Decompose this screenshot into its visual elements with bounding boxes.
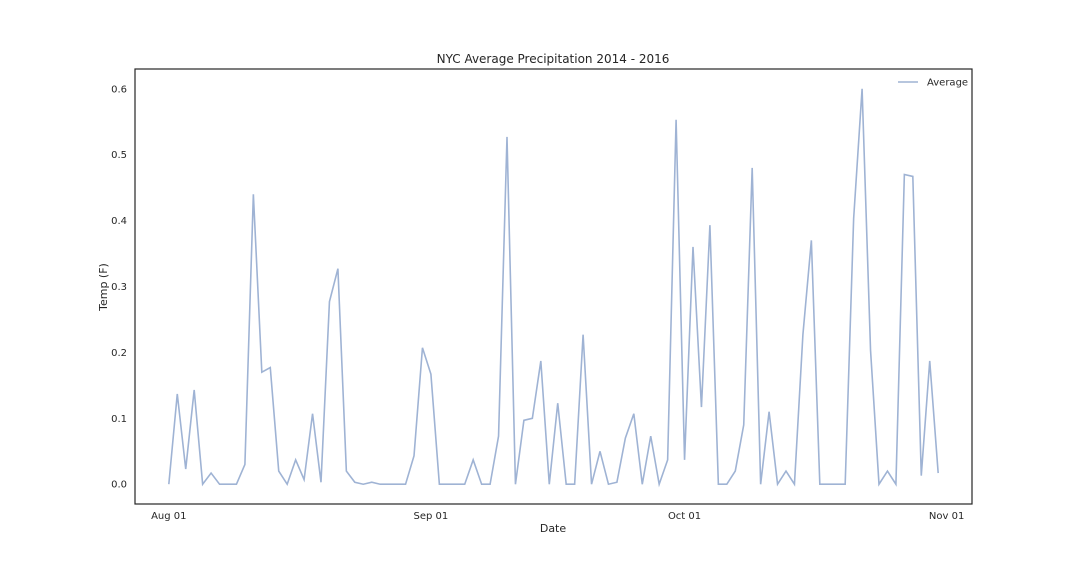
y-tick-label: 0.1 [111,414,127,425]
y-axis-ticks: 0.0 0.1 0.2 0.3 0.4 0.5 0.6 [111,84,127,491]
x-tick-label: Nov 01 [929,511,964,522]
y-tick-label: 0.0 [111,480,127,491]
plot-area [134,68,973,505]
y-tick-label: 0.2 [111,348,127,359]
series-line-average [168,88,939,488]
x-tick-label: Oct 01 [668,511,701,522]
y-tick-label: 0.3 [111,282,127,293]
y-axis-label: Temp (F) [97,263,110,312]
legend-label-average: Average [927,78,968,89]
y-tick-label: 0.6 [111,84,127,95]
chart-title: NYC Average Precipitation 2014 - 2016 [437,52,670,66]
x-tick-label: Aug 01 [151,511,186,522]
x-tick-label: Sep 01 [414,511,449,522]
y-tick-label: 0.4 [111,216,127,227]
y-tick-label: 0.5 [111,150,127,161]
legend: Average [898,78,968,89]
x-axis-label: Date [540,522,567,535]
x-axis-ticks: Aug 01 Sep 01 Oct 01 Nov 01 [151,511,964,522]
